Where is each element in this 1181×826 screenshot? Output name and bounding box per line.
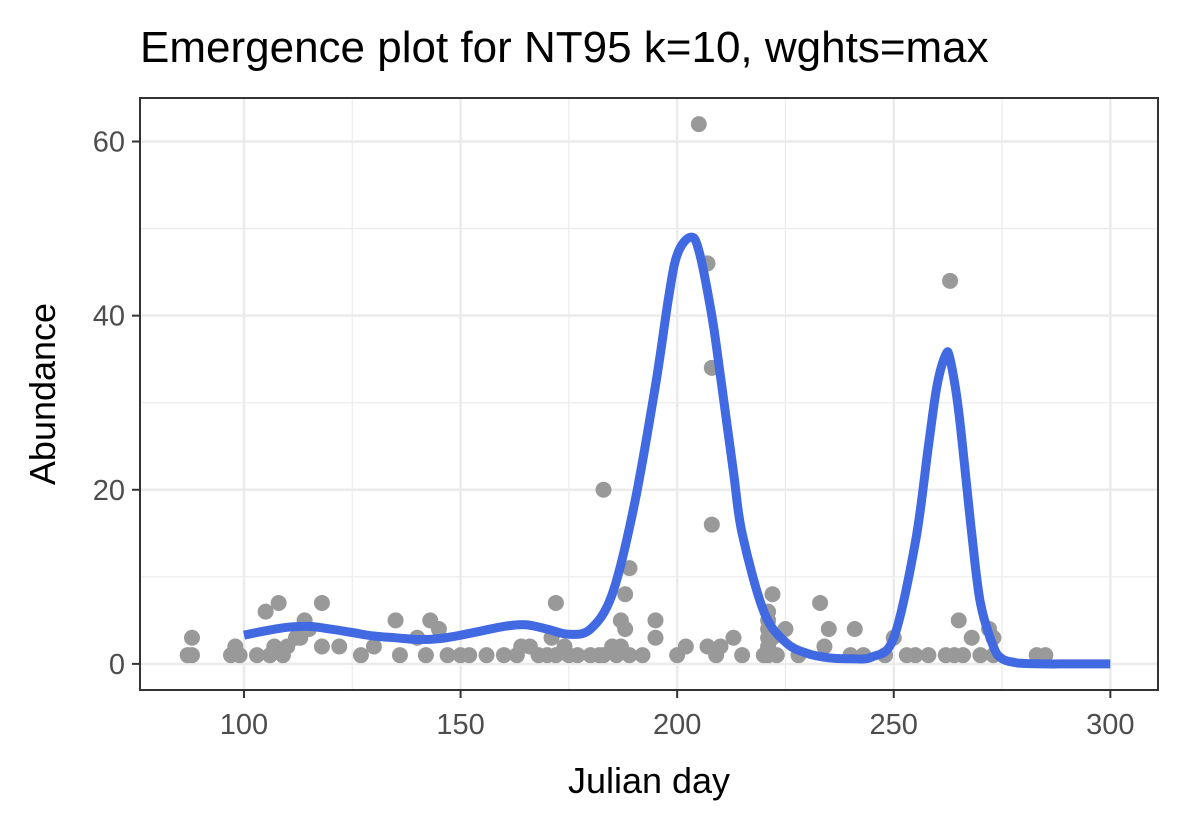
data-point bbox=[569, 647, 586, 664]
data-point bbox=[690, 116, 707, 133]
data-point bbox=[677, 638, 694, 655]
data-point bbox=[816, 638, 833, 655]
data-point bbox=[920, 647, 937, 664]
data-point bbox=[595, 481, 612, 498]
data-point bbox=[942, 272, 959, 289]
data-point bbox=[1037, 647, 1054, 664]
data-point bbox=[495, 647, 512, 664]
data-point bbox=[257, 603, 274, 620]
axes: 100 150 200 250 300 0 20 40 60 bbox=[93, 127, 1135, 741]
y-tick-label: 40 bbox=[93, 301, 125, 333]
data-point bbox=[734, 647, 751, 664]
x-axis-title: Julian day bbox=[568, 760, 730, 801]
data-point bbox=[417, 647, 434, 664]
panel-border bbox=[139, 97, 1159, 691]
y-tick-label: 20 bbox=[93, 475, 125, 507]
data-point bbox=[248, 647, 265, 664]
data-point bbox=[461, 647, 478, 664]
data-point bbox=[768, 647, 785, 664]
data-point bbox=[955, 647, 972, 664]
data-point bbox=[387, 612, 404, 629]
data-point bbox=[907, 647, 924, 664]
data-point bbox=[478, 647, 495, 664]
data-point bbox=[764, 586, 781, 603]
data-point bbox=[365, 638, 382, 655]
data-point bbox=[712, 638, 729, 655]
data-point bbox=[391, 647, 408, 664]
chart-title: Emergence plot for NT95 k=10, wghts=max bbox=[140, 23, 989, 72]
fitted-curve-layer bbox=[243, 232, 1111, 669]
data-point bbox=[621, 647, 638, 664]
data-point bbox=[647, 629, 664, 646]
fitted-curve bbox=[243, 232, 1111, 669]
data-point bbox=[270, 594, 287, 611]
x-tick-label: 200 bbox=[653, 709, 701, 741]
x-tick-label: 250 bbox=[870, 709, 918, 741]
data-point bbox=[972, 647, 989, 664]
data-point bbox=[647, 612, 664, 629]
data-point bbox=[950, 612, 967, 629]
data-point bbox=[547, 594, 564, 611]
x-tick-label: 300 bbox=[1086, 709, 1134, 741]
data-point bbox=[617, 621, 634, 638]
data-point bbox=[313, 638, 330, 655]
data-point bbox=[439, 647, 456, 664]
x-tick-label: 100 bbox=[220, 709, 268, 741]
data-point bbox=[846, 621, 863, 638]
data-point bbox=[617, 586, 634, 603]
x-tick-label: 150 bbox=[436, 709, 484, 741]
data-point bbox=[231, 647, 248, 664]
y-tick-label: 0 bbox=[109, 649, 125, 681]
data-point bbox=[634, 647, 651, 664]
data-point bbox=[703, 516, 720, 533]
y-tick-label: 60 bbox=[93, 127, 125, 159]
data-point bbox=[725, 629, 742, 646]
data-point bbox=[812, 594, 829, 611]
data-point bbox=[313, 594, 330, 611]
data-point bbox=[430, 621, 447, 638]
data-point bbox=[331, 638, 348, 655]
data-point bbox=[352, 647, 369, 664]
data-point bbox=[183, 647, 200, 664]
data-point bbox=[820, 621, 837, 638]
grid bbox=[140, 98, 1158, 690]
data-point bbox=[963, 629, 980, 646]
y-axis-title: Abundance bbox=[22, 303, 63, 485]
data-point bbox=[183, 629, 200, 646]
